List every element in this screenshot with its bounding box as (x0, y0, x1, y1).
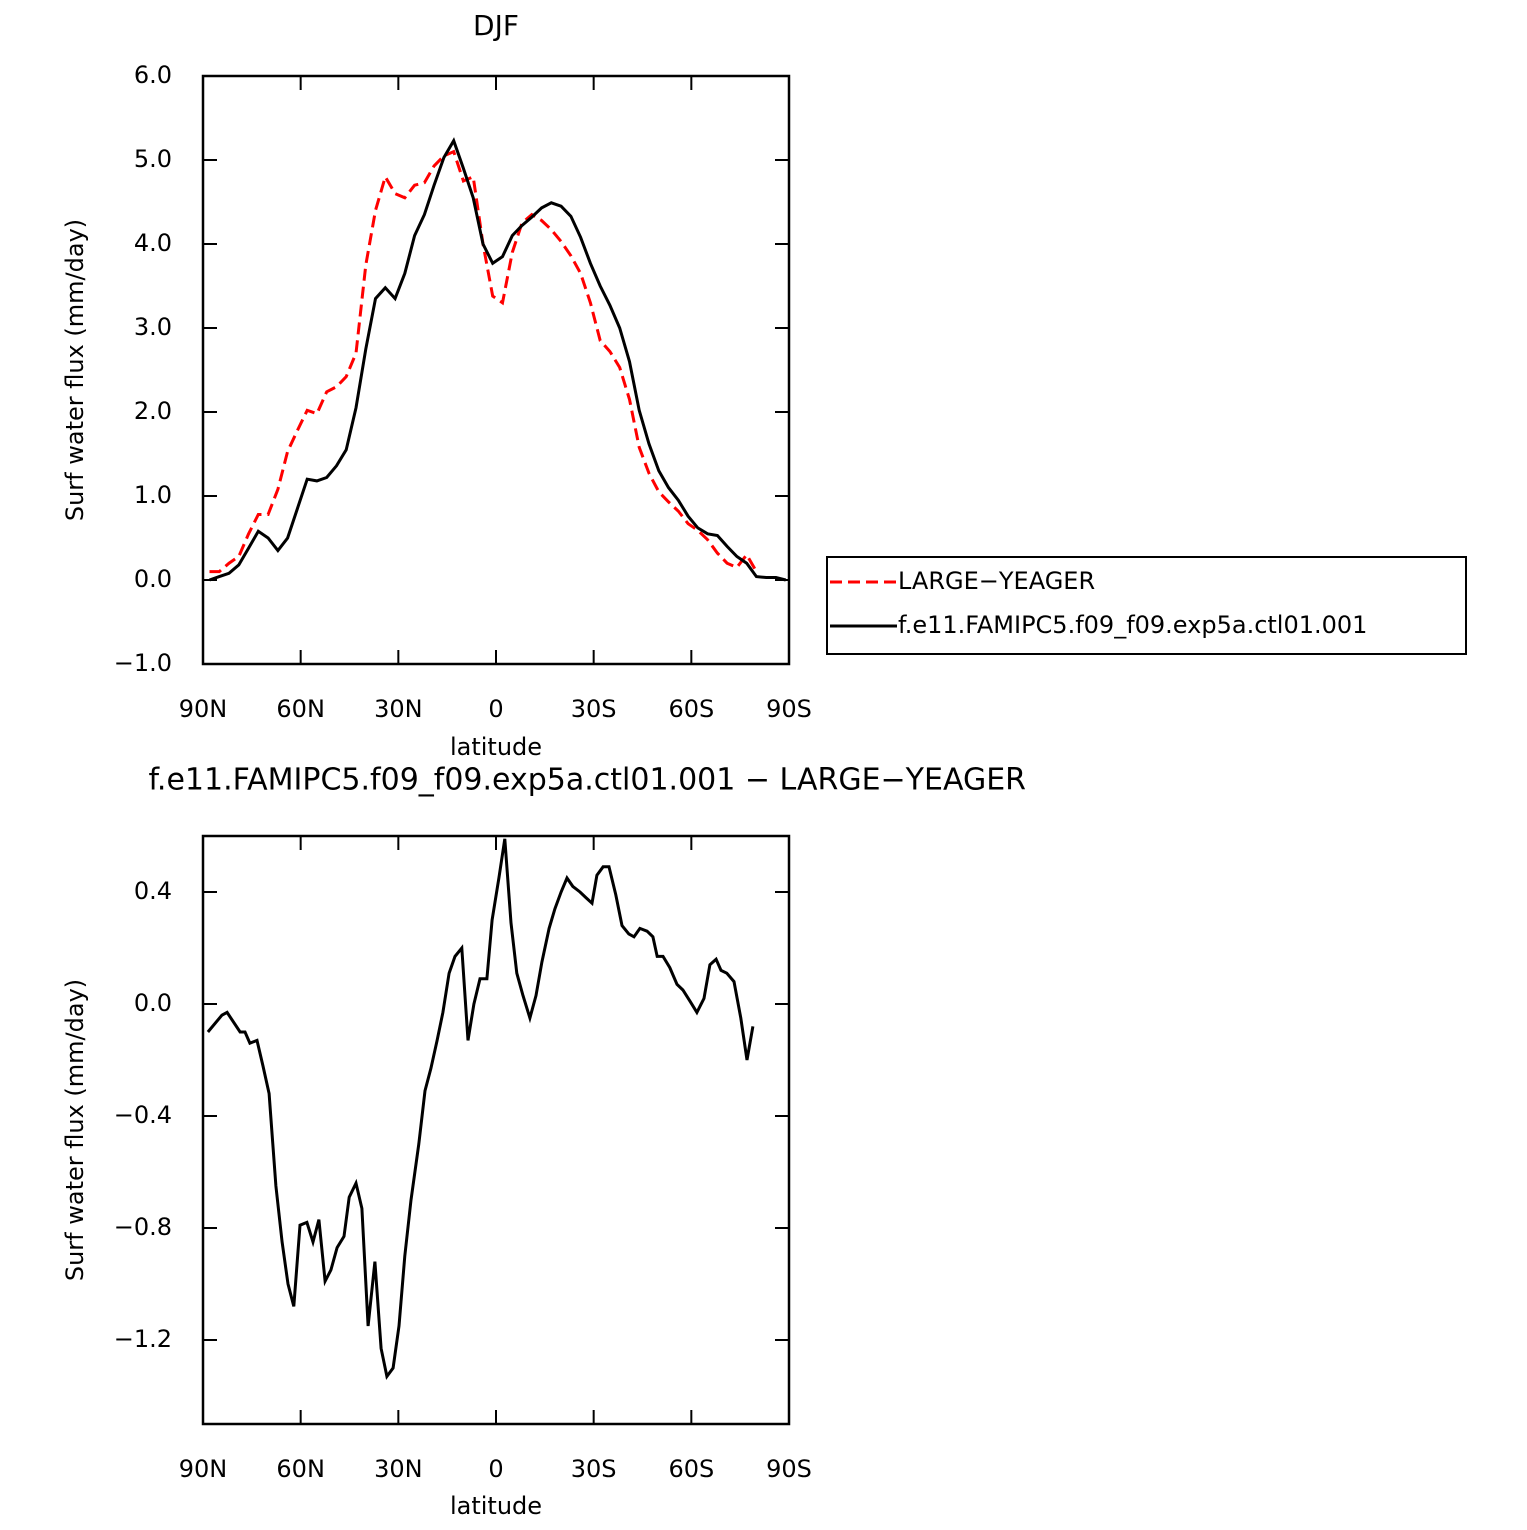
y-axis-label: Surf water flux (mm/day) (61, 979, 89, 1281)
x-axis-label: latitude (450, 733, 542, 761)
y-axis-label: Surf water flux (mm/day) (61, 219, 89, 521)
y-tick-label: −1.0 (114, 649, 172, 677)
plot-frame (201, 74, 791, 666)
x-tick-label: 90N (179, 1455, 228, 1483)
y-tick-label: −1.2 (114, 1325, 172, 1353)
data-line (206, 838, 755, 1380)
data-line (209, 137, 787, 582)
x-tick-label: 30S (571, 695, 617, 723)
x-tick-label: 30N (374, 1455, 423, 1483)
y-tick-label: 6.0 (134, 61, 172, 89)
data-line (209, 149, 758, 574)
x-tick-label: 0 (488, 1455, 503, 1483)
y-tick-label: 0.4 (134, 877, 172, 905)
legend-label: LARGE−YEAGER (898, 567, 1095, 595)
x-tick-label: 30S (571, 1455, 617, 1483)
x-tick-label: 30N (374, 695, 423, 723)
x-axis-label: latitude (450, 1492, 542, 1520)
y-tick-label: −0.4 (114, 1101, 172, 1129)
chart-title: DJF (473, 9, 519, 42)
x-tick-label: 60S (668, 695, 714, 723)
x-tick-label: 90S (766, 1455, 812, 1483)
x-tick-label: 60N (276, 1455, 325, 1483)
y-tick-label: 1.0 (134, 481, 172, 509)
y-tick-label: −0.8 (114, 1213, 172, 1241)
x-tick-label: 60N (276, 695, 325, 723)
y-tick-label: 3.0 (134, 313, 172, 341)
y-tick-label: 2.0 (134, 397, 172, 425)
y-tick-label: 0.0 (134, 989, 172, 1017)
y-tick-label: 4.0 (134, 229, 172, 257)
y-tick-label: 5.0 (134, 145, 172, 173)
legend-box (826, 556, 1467, 655)
chart-title: f.e11.FAMIPC5.f09_f09.exp5a.ctl01.001 − … (149, 763, 1026, 798)
x-tick-label: 90S (766, 695, 812, 723)
x-tick-label: 60S (668, 1455, 714, 1483)
legend-label: f.e11.FAMIPC5.f09_f09.exp5a.ctl01.001 (898, 611, 1367, 639)
x-tick-label: 0 (488, 695, 503, 723)
x-tick-label: 90N (179, 695, 228, 723)
y-tick-label: 0.0 (134, 565, 172, 593)
plot-frame (201, 834, 791, 1426)
